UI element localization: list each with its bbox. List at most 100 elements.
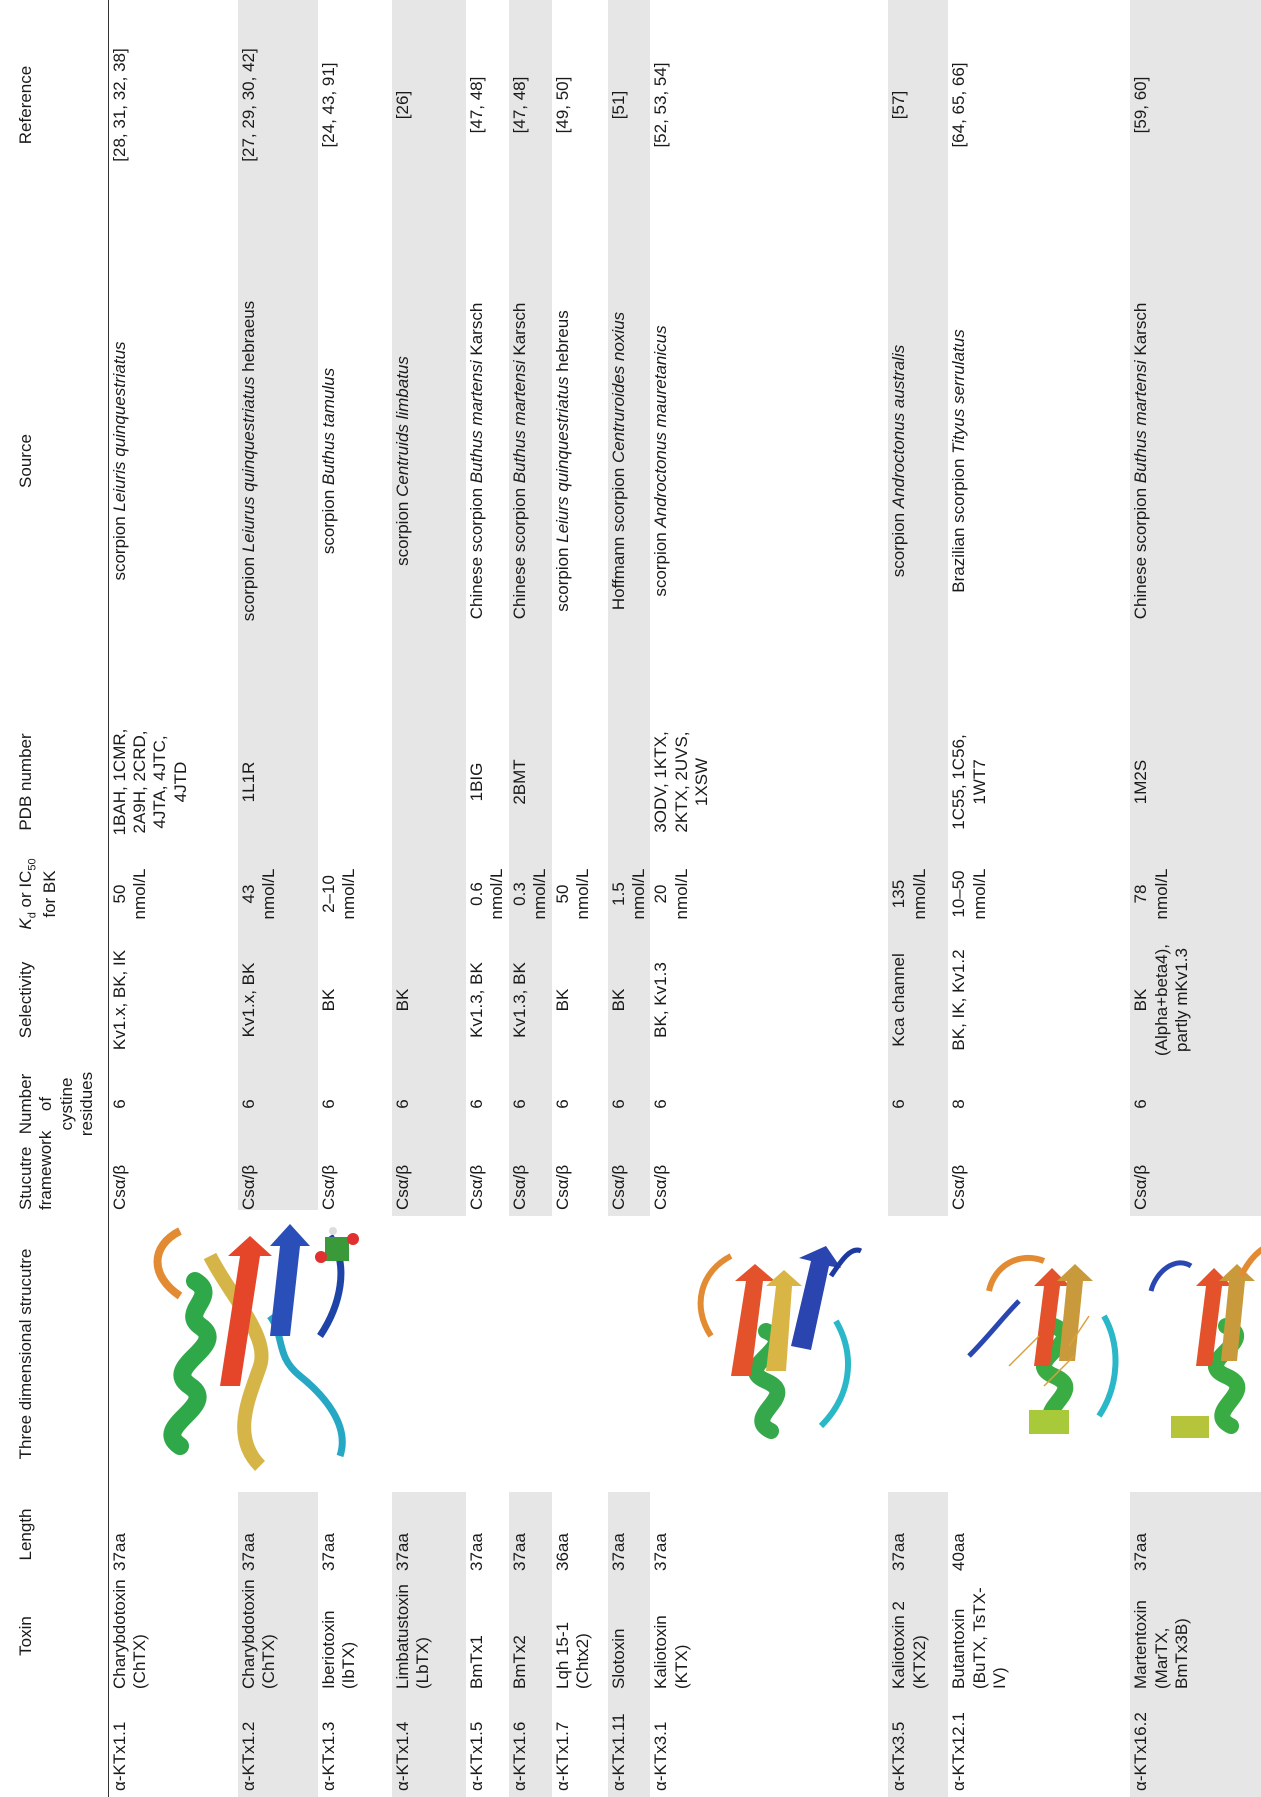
cell-length: 37aa bbox=[651, 1533, 671, 1571]
cell-cystine: 6 bbox=[508, 1064, 552, 1144]
table-row: α-KTx16.2 Martentoxin (MarTX, BmTx3B) 37… bbox=[1130, 0, 1261, 1797]
header-pdb: PDB number bbox=[0, 712, 109, 852]
cell-reference: [27, 29, 30, 42] bbox=[238, 0, 319, 210]
cell-cystine: 6 bbox=[607, 1064, 651, 1144]
cell-cystine: 6 bbox=[1130, 1064, 1261, 1144]
source-species: Androctonus mauretanicus bbox=[651, 325, 671, 528]
cell-cystine: 6 bbox=[109, 1099, 129, 1109]
header-kd-sub2: 50 bbox=[26, 858, 39, 871]
cell-kd: 2–10 nmol/L bbox=[319, 868, 359, 920]
cell-reference: [51] bbox=[607, 0, 651, 210]
cell-source: Chinese scorpion Buthus martensi Karsch bbox=[1130, 210, 1261, 712]
cell-reference: [24, 43, 91] bbox=[319, 62, 339, 148]
cell-selectivity: Kv1.x, BK, IK bbox=[109, 949, 129, 1051]
cell-pdb: 3ODV, 1KTX, 2KTX, 2UVS, 1XSW bbox=[651, 731, 712, 833]
table-row: α-KTx1.7 Lqh 15-1 (Chtx2) 36aa Csα/β 6 B… bbox=[552, 0, 608, 1797]
cell-id: α-KTx1.7 bbox=[552, 1721, 572, 1791]
cell-length: 40aa bbox=[949, 1533, 969, 1571]
cell-pdb: 1M2S bbox=[1130, 712, 1261, 852]
cell-cystine: 6 bbox=[467, 1099, 487, 1109]
cell-length: 37aa bbox=[467, 1533, 487, 1571]
source-species: Centruids limbatus bbox=[393, 356, 413, 497]
structure-cell-butantoxin bbox=[948, 1216, 1130, 1492]
cell-framework: Csα/β bbox=[607, 1144, 651, 1216]
cell-selectivity: BK bbox=[607, 936, 651, 1064]
table-row: α-KTx1.6 BmTx2 37aa Csα/β 6 Kv1.3, BK 0.… bbox=[508, 0, 552, 1797]
cell-reference: [47, 48] bbox=[508, 0, 552, 210]
cell-framework: Csα/β bbox=[1130, 1144, 1261, 1216]
cell-kd: 20 nmol/L bbox=[651, 868, 691, 920]
cell-selectivity: Kv1.3, BK bbox=[467, 962, 487, 1038]
source-species: Centruroides noxius bbox=[608, 311, 628, 464]
source-text: scorpion bbox=[319, 485, 339, 555]
protein-ribbon-martentoxin-icon bbox=[1148, 1242, 1261, 1438]
cell-id: α-KTx1.1 bbox=[109, 1721, 129, 1791]
header-toxin: Toxin bbox=[0, 1577, 109, 1695]
cell-source: scorpion Buthus tamulus bbox=[318, 210, 392, 712]
cell-reference: [64, 65, 66] bbox=[949, 62, 969, 148]
cell-id: α-KTx1.4 bbox=[392, 1695, 467, 1797]
structure-cell-empty bbox=[888, 1216, 948, 1492]
source-text-tail: Karsch bbox=[1131, 302, 1151, 361]
cell-reference: [49, 50] bbox=[552, 76, 572, 134]
cell-kd: 1.5 nmol/L bbox=[607, 852, 651, 936]
source-text: scorpion bbox=[109, 511, 129, 581]
cell-framework bbox=[888, 1144, 949, 1216]
table-row: α-KTx1.5 BmTx1 37aa Csα/β 6 Kv1.3, BK 0.… bbox=[466, 0, 509, 1797]
cell-source: scorpion Centruids limbatus bbox=[392, 210, 467, 712]
cell-id: α-KTx16.2 bbox=[1130, 1695, 1261, 1797]
cell-id: α-KTx3.5 bbox=[888, 1695, 949, 1797]
cell-pdb: 1BIG bbox=[467, 762, 487, 802]
header-kd: Kd or IC50 for BK bbox=[0, 852, 109, 936]
cell-cystine: 6 bbox=[888, 1064, 949, 1144]
cell-source: scorpion Androctonus australis bbox=[888, 210, 949, 712]
cell-kd: 50 nmol/L bbox=[552, 868, 593, 920]
cell-source: Chinese scorpion Buthus martensi Karsch bbox=[466, 210, 509, 712]
cell-toxin: Charybdotoxin (ChTX) bbox=[238, 1577, 319, 1695]
cell-pdb bbox=[392, 712, 467, 852]
cell-source: scorpion Androctonus mauretanicus bbox=[650, 210, 888, 712]
source-species: Leiurus quinquestriatus bbox=[239, 376, 259, 553]
source-species: Leiuris quinquestriatus bbox=[109, 341, 129, 512]
cell-length: 37aa bbox=[392, 1492, 467, 1577]
cell-reference: [52, 53, 54] bbox=[651, 62, 671, 148]
header-length: Length bbox=[0, 1492, 109, 1577]
header-kd-mid: or IC bbox=[16, 870, 35, 913]
table-row: α-KTx1.2 Charybdotoxin (ChTX) 37aa Csα/β… bbox=[238, 0, 319, 1797]
source-text: scorpion bbox=[552, 542, 572, 612]
cell-framework: Csα/β bbox=[508, 1144, 552, 1216]
cell-length: 37aa bbox=[238, 1492, 319, 1577]
structure-cell-empty bbox=[466, 1216, 509, 1492]
cell-cystine: 6 bbox=[238, 1064, 319, 1144]
cell-toxin: Kaliotoxin 2 (KTX2) bbox=[888, 1577, 949, 1695]
source-species: Buthus tamulus bbox=[319, 367, 339, 486]
source-text: scorpion bbox=[651, 527, 671, 597]
structure-cell-empty bbox=[552, 1216, 608, 1492]
source-text: Hoffmann scorpion bbox=[608, 463, 628, 611]
cell-framework: Csα/β bbox=[392, 1144, 467, 1216]
cell-framework: Csα/β bbox=[467, 1164, 487, 1210]
header-selectivity: Selectivity bbox=[0, 936, 109, 1064]
cell-pdb: 2BMT bbox=[508, 712, 552, 852]
source-text: Chinese scorpion bbox=[467, 483, 487, 620]
source-species: Buthus martensi bbox=[467, 360, 487, 484]
table-row: α-KTx1.3 Iberiotoxin (IbTX) 37aa Csα/β 6… bbox=[318, 0, 392, 1797]
source-text: Chinese scorpion bbox=[1131, 483, 1151, 620]
structure-cell-empty bbox=[509, 1216, 552, 1492]
cell-kd: 43 nmol/L bbox=[238, 852, 319, 936]
cell-selectivity: BK, IK, Kv1.2 bbox=[949, 949, 969, 1051]
source-text: scorpion bbox=[889, 508, 909, 578]
cell-toxin: BmTx1 bbox=[467, 1635, 487, 1689]
cell-toxin: Butantoxin (BuTX, TsTX-IV) bbox=[949, 1587, 1010, 1689]
cell-source: scorpion Leiurus quinquestriatus hebraeu… bbox=[238, 210, 319, 712]
source-species: Leiurs quinquestriatus bbox=[552, 376, 572, 543]
table-row: α-KTx1.11 Slotoxin 37aa Csα/β 6 BK 1.5 n… bbox=[607, 0, 651, 1797]
cell-pdb bbox=[607, 712, 651, 852]
cell-kd: 135 nmol/L bbox=[888, 852, 949, 936]
cell-framework: Csα/β bbox=[109, 1164, 129, 1210]
cell-length: 37aa bbox=[607, 1492, 651, 1577]
cell-pdb bbox=[318, 712, 392, 852]
cell-pdb bbox=[552, 712, 608, 852]
